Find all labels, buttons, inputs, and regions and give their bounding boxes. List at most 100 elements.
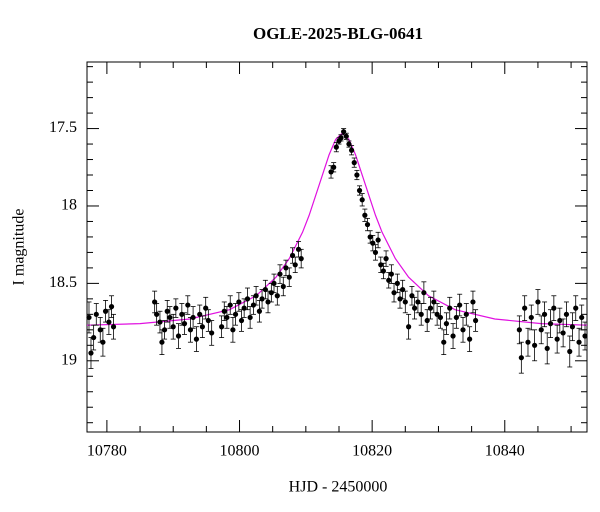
data-point bbox=[292, 262, 298, 268]
data-point bbox=[367, 234, 373, 240]
data-point bbox=[224, 314, 230, 321]
data-point bbox=[97, 327, 103, 333]
data-point bbox=[286, 274, 292, 280]
data-point bbox=[541, 311, 548, 317]
data-point bbox=[262, 286, 268, 293]
data-point bbox=[173, 305, 179, 311]
data-point bbox=[467, 336, 473, 342]
data-point bbox=[181, 321, 188, 327]
data-point bbox=[108, 304, 115, 310]
y-tick-label: 19 bbox=[61, 351, 77, 368]
data-point bbox=[427, 305, 434, 311]
data-point bbox=[167, 314, 173, 321]
data-point bbox=[333, 144, 339, 150]
data-point bbox=[443, 321, 450, 327]
data-point bbox=[579, 314, 585, 321]
data-point bbox=[394, 280, 400, 286]
data-point bbox=[102, 308, 109, 314]
data-point bbox=[380, 268, 387, 274]
data-point bbox=[441, 339, 447, 345]
data-point bbox=[271, 280, 277, 286]
plot-frame bbox=[86, 61, 588, 433]
data-point bbox=[470, 299, 476, 305]
data-point bbox=[170, 324, 176, 330]
data-point bbox=[295, 246, 302, 252]
data-point bbox=[203, 305, 209, 311]
y-axis-label: I magnitude bbox=[11, 209, 28, 286]
data-point bbox=[528, 314, 534, 321]
data-point bbox=[388, 271, 394, 277]
data-point bbox=[415, 299, 421, 305]
data-point bbox=[418, 311, 424, 317]
data-point bbox=[230, 327, 236, 333]
data-point bbox=[424, 317, 430, 324]
data-point bbox=[154, 311, 160, 317]
data-point bbox=[274, 293, 280, 299]
data-point bbox=[197, 311, 203, 317]
x-tick-label: 10780 bbox=[87, 443, 127, 460]
data-point bbox=[227, 302, 233, 308]
data-point bbox=[164, 308, 170, 314]
data-point bbox=[386, 277, 392, 283]
data-point bbox=[538, 327, 544, 333]
data-point bbox=[219, 324, 225, 330]
data-point bbox=[298, 256, 304, 262]
data-point bbox=[152, 299, 158, 305]
data-point bbox=[383, 256, 389, 262]
data-point bbox=[185, 302, 191, 308]
data-point bbox=[450, 333, 456, 339]
data-point bbox=[283, 265, 289, 271]
data-point bbox=[421, 290, 427, 296]
data-point bbox=[244, 296, 251, 302]
data-point bbox=[331, 164, 337, 170]
data-point bbox=[569, 324, 576, 330]
data-point bbox=[535, 299, 541, 305]
data-point bbox=[351, 160, 357, 166]
data-point bbox=[221, 308, 227, 314]
data-point bbox=[411, 305, 418, 311]
data-point bbox=[100, 339, 106, 345]
y-tick-label: 17.5 bbox=[49, 119, 77, 136]
x-tick-label: 10840 bbox=[485, 443, 525, 460]
data-point bbox=[354, 172, 360, 178]
data-point bbox=[434, 311, 440, 317]
data-point bbox=[525, 339, 531, 345]
data-point bbox=[238, 317, 245, 324]
data-point bbox=[328, 169, 334, 175]
data-point bbox=[563, 311, 570, 317]
data-point bbox=[161, 327, 168, 333]
data-point bbox=[457, 302, 463, 308]
data-point bbox=[199, 324, 205, 330]
data-point bbox=[265, 299, 271, 305]
data-point bbox=[346, 141, 352, 147]
x-axis-label: HJD - 2450000 bbox=[289, 479, 388, 496]
data-point bbox=[343, 133, 349, 139]
data-point bbox=[259, 296, 265, 302]
data-point bbox=[573, 305, 579, 311]
data-point bbox=[431, 299, 437, 305]
data-point bbox=[362, 212, 368, 218]
data-point bbox=[522, 305, 528, 311]
data-point bbox=[532, 342, 538, 348]
data-point bbox=[453, 314, 459, 321]
x-tick-label: 10800 bbox=[220, 443, 260, 460]
data-point bbox=[375, 237, 381, 243]
data-point bbox=[370, 240, 376, 246]
data-point bbox=[187, 327, 194, 333]
data-point bbox=[557, 317, 563, 324]
data-point bbox=[179, 311, 185, 317]
data-point bbox=[472, 317, 479, 324]
data-point bbox=[359, 197, 365, 203]
data-point bbox=[253, 293, 259, 299]
data-point bbox=[544, 345, 550, 352]
x-tick-label: 10820 bbox=[352, 443, 392, 460]
data-point bbox=[348, 147, 355, 153]
y-tick-label: 18 bbox=[61, 197, 77, 214]
data-point bbox=[378, 262, 384, 268]
data-point bbox=[88, 350, 94, 356]
chart-title: OGLE-2025-BLG-0641 bbox=[253, 24, 423, 43]
data-point bbox=[460, 327, 466, 333]
data-point bbox=[554, 336, 560, 342]
data-point bbox=[175, 333, 182, 339]
